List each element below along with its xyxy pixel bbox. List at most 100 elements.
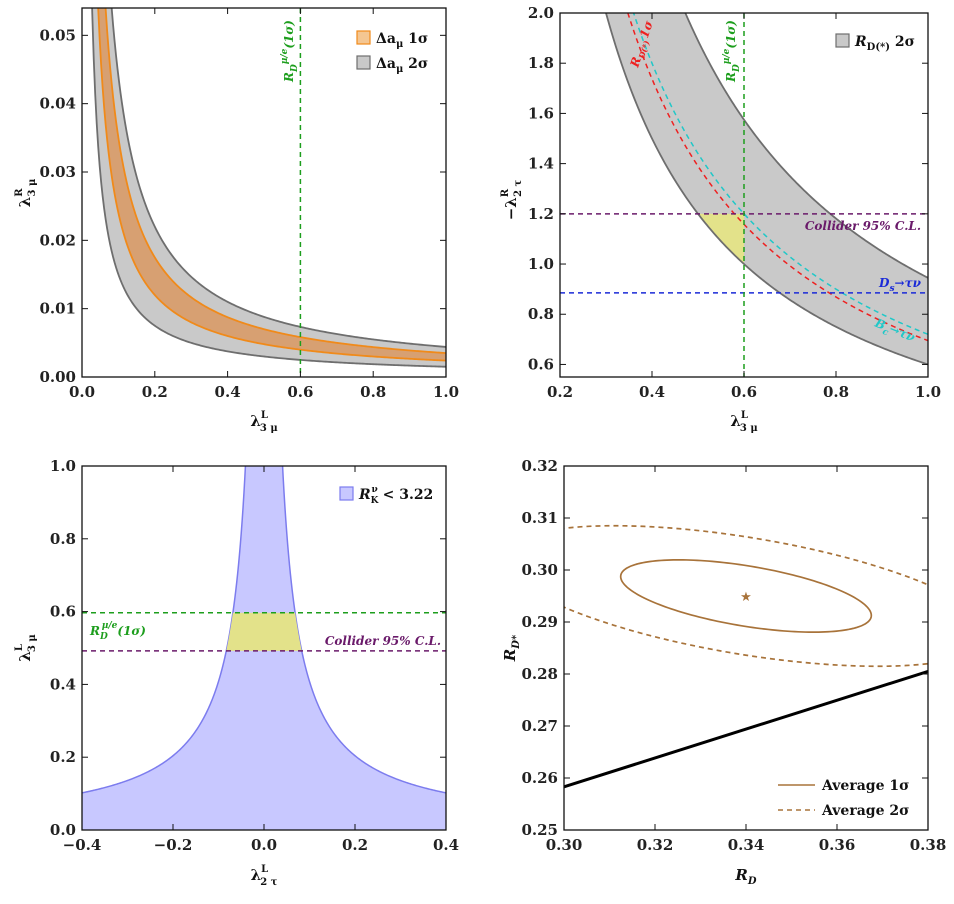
panel-a-ylabel: λR 3 μ (14, 179, 38, 208)
band-2sigma (92, 8, 446, 367)
x-tick-label: 0.0 (69, 383, 95, 401)
y-tick-label: 0.05 (39, 26, 76, 44)
panel-a-plot-area (91, 8, 446, 377)
panel-b-ylabel: −λR 2 τ (500, 179, 524, 220)
y-tick-label: 0.32 (521, 457, 558, 475)
panel-c-collider-label: Collider 95% C.L. (325, 634, 441, 648)
band-lower-edge (605, 13, 928, 366)
y-tick-label: 2.0 (528, 4, 554, 22)
y-tick-label: 1.8 (528, 54, 554, 72)
y-tick-label: 0.0 (50, 821, 76, 839)
legend-label-2sigma: Δaμ 2σ (376, 56, 428, 75)
x-tick-label: 1.0 (433, 383, 459, 401)
legend-swatch-rknu (339, 486, 354, 501)
y-tick-label: 0.28 (521, 665, 558, 683)
y-tick-label: 0.04 (39, 95, 76, 113)
panel-d-plot-area: ★ (564, 524, 928, 789)
legend-swatch-rd-2sigma (835, 33, 850, 48)
y-tick-label: 0.26 (521, 769, 558, 787)
band-1sigma-lower-edge (97, 8, 446, 362)
legend-label-avg-2sigma: Average 2σ (821, 803, 909, 819)
x-tick-label: 1.0 (915, 383, 941, 401)
x-tick-label: 0.4 (639, 383, 665, 401)
panel-b-collider-label: Collider 95% C.L. (805, 219, 921, 233)
legend-swatch-2sigma (356, 55, 371, 70)
y-tick-label: 0.25 (521, 821, 558, 839)
x-tick-label: 0.4 (215, 383, 241, 401)
y-tick-label: 0.8 (50, 530, 76, 548)
band-1sigma-upper-edge (104, 8, 446, 354)
y-tick-label: 0.02 (39, 231, 76, 249)
y-tick-label: 1.0 (50, 457, 76, 475)
x-tick-label: 0.2 (142, 383, 168, 401)
region-rknu (82, 466, 446, 830)
panel-b-xlabel: λL 3 μ (730, 410, 757, 434)
curve-rd-1sigma (627, 13, 928, 342)
x-tick-label: 0.2 (342, 836, 368, 854)
x-tick-label: −0.4 (63, 836, 102, 854)
panel-c-ylabel: λL 3 μ (14, 634, 38, 661)
y-tick-label: 1.4 (528, 155, 554, 173)
panel-d-frame (563, 465, 929, 831)
panel-b-vline-annotation: RDμ/e(1σ) (722, 20, 742, 83)
x-tick-label: 0.4 (433, 836, 459, 854)
panel-c-legend: RKν < 3.22 (339, 485, 433, 506)
panel-b-plot-area (560, 13, 928, 377)
panel-a-vline-annotation: RDμ/e(1σ) (280, 20, 300, 83)
y-tick-label: 0.03 (39, 163, 76, 181)
panel-d-legend: Average 1σ Average 2σ (778, 778, 909, 819)
panel-b-legend: RD(*) 2σ (835, 33, 915, 53)
panel-c-ticks: −0.4 −0.2 0.0 0.2 0.4 0.0 0.2 0.4 0.6 0.8 1.0 (50, 457, 459, 854)
x-tick-label: 0.32 (637, 836, 674, 854)
legend-label-rd-2sigma: RD(*) 2σ (854, 34, 915, 53)
y-tick-label: 1.2 (528, 205, 554, 223)
panel-c-plot-area (82, 466, 446, 830)
x-tick-label: 0.6 (731, 383, 757, 401)
panel-c-rd-label: RDμ/e(1σ) (89, 621, 146, 642)
band-upper-edge (684, 13, 928, 279)
panel-d: ★ 0.30 0.32 0.34 0.36 0.380.250.260.270.280.… (501, 457, 946, 887)
panel-b-ticks: 0.2 0.4 0.6 0.8 1.0 0.6 0.8 1.0 1.2 1.4 1.6 1.8 2.0 (528, 4, 941, 401)
y-tick-label: 0.01 (39, 300, 76, 318)
y-tick-label: 0.6 (50, 603, 76, 621)
panel-d-ylabel: RD* (501, 634, 522, 662)
y-tick-label: 0.8 (528, 305, 554, 323)
x-tick-label: 0.30 (546, 836, 583, 854)
panel-b-ds-label: Ds→τν (878, 276, 922, 294)
x-tick-label: 0.34 (728, 836, 765, 854)
x-tick-label: 0.2 (547, 383, 573, 401)
ellipse-1sigma (619, 558, 873, 634)
region-rknu-edge (82, 466, 446, 794)
ellipse-2sigma (564, 524, 928, 668)
panel-a-ticks: 0.0 0.2 0.4 0.6 0.8 1.0 0.00 0.01 0.02 0.03 0.04 0.… (39, 8, 459, 401)
curve-bc-tau-nu (632, 13, 928, 336)
x-tick-label: 0.38 (910, 836, 947, 854)
y-tick-label: 0.6 (528, 355, 554, 373)
x-tick-label: 0.36 (819, 836, 856, 854)
panel-b: 0.2 0.4 0.6 0.8 1.00.60.81.01.21.41.61.82.0 … (500, 4, 941, 434)
y-tick-label: 1.6 (528, 104, 554, 122)
y-tick-label: 0.00 (39, 368, 76, 386)
legend-swatch-1sigma (356, 30, 371, 45)
x-tick-label: −0.2 (154, 836, 193, 854)
allowed-region (226, 612, 302, 651)
band-2sigma-upper-edge (110, 8, 446, 348)
x-tick-label: 0.0 (251, 836, 277, 854)
prediction-line (564, 669, 928, 789)
x-tick-label: 0.8 (360, 383, 386, 401)
panel-d-xlabel: RD (734, 866, 756, 887)
y-tick-label: 0.4 (50, 675, 76, 693)
panel-c: −0.4 −0.2 0.0 0.2 0.4 0.0 0.2 0.4 0.6 0.8 1.0 RKν … (14, 457, 459, 888)
legend-label-avg-1sigma: Average 1σ (821, 778, 909, 794)
legend-label-1sigma: Δaμ 1σ (376, 31, 428, 50)
panel-a-frame (81, 7, 447, 378)
x-tick-label: 0.8 (823, 383, 849, 401)
y-tick-label: 0.29 (521, 613, 558, 631)
panel-c-xlabel: λL 2 τ (251, 864, 278, 888)
panel-a: 0.0 0.2 0.4 0.6 0.8 1.0 0.00 0.01 0.02 0.03 0.04 0.… (14, 7, 459, 434)
panel-a-xlabel: λL 3 μ (250, 410, 277, 434)
panel-a-legend: Δaμ 1σ Δaμ 2σ (356, 30, 428, 75)
y-tick-label: 1.0 (528, 255, 554, 273)
panel-d-ticks: 0.30 0.32 0.34 0.36 0.38 0.25 0.26 0.27 0.28 0.29… (521, 457, 946, 854)
